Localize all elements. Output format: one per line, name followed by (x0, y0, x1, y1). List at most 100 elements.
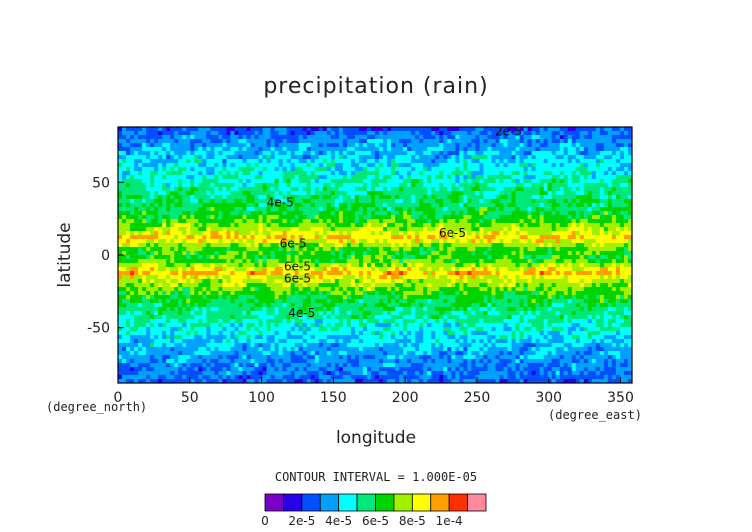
heat-cell (483, 255, 488, 260)
heat-cell (250, 127, 255, 132)
heat-cell (559, 267, 565, 272)
heat-cell (483, 131, 488, 136)
heat-cell (170, 195, 175, 200)
heat-cell (314, 191, 320, 196)
heat-cell (190, 195, 195, 200)
heat-cell (306, 227, 312, 232)
heat-cell (290, 243, 296, 248)
heat-cell (206, 199, 211, 204)
heat-cell (479, 243, 484, 248)
heat-cell (138, 267, 143, 272)
heat-cell (318, 191, 324, 196)
heat-cell (162, 171, 167, 176)
heat-cell (194, 239, 199, 244)
heat-cell (354, 267, 360, 272)
heat-cell (238, 207, 243, 212)
heat-cell (523, 275, 528, 280)
heat-cell (286, 147, 292, 152)
heat-cell (154, 199, 159, 204)
heat-cell (447, 167, 452, 172)
heat-cell (423, 167, 428, 172)
heat-cell (290, 135, 296, 140)
heat-cell (182, 275, 187, 280)
heat-cell (258, 235, 263, 240)
heat-cell (326, 267, 332, 272)
heat-cell (270, 271, 276, 276)
heat-cell (607, 267, 613, 272)
heat-cell (118, 239, 123, 244)
heat-cell (571, 135, 577, 140)
heat-cell (579, 147, 585, 152)
heat-cell (154, 271, 159, 276)
heat-cell (467, 171, 472, 176)
heat-cell (503, 147, 508, 152)
heat-cell (511, 247, 516, 252)
heat-cell (519, 187, 524, 192)
heat-cell (246, 195, 251, 200)
heat-cell (443, 211, 448, 216)
heat-cell (258, 155, 263, 160)
heat-cell (338, 207, 344, 212)
heat-cell (567, 271, 573, 276)
heat-cell (314, 215, 320, 220)
heat-cell (366, 183, 372, 188)
heat-cell (338, 215, 344, 220)
heat-cell (555, 247, 561, 252)
heat-cell (519, 195, 524, 200)
heat-cell (455, 199, 460, 204)
heat-cell (158, 147, 163, 152)
heat-cell (246, 259, 251, 264)
heat-cell (194, 155, 199, 160)
heat-cell (122, 283, 127, 288)
heat-cell (154, 223, 159, 228)
heat-cell (471, 167, 476, 172)
heat-cell (623, 179, 629, 184)
heat-cell (403, 183, 408, 188)
heat-cell (142, 231, 147, 236)
heat-cell (403, 191, 408, 196)
heat-cell (202, 139, 207, 144)
heat-cell (274, 139, 280, 144)
heat-cell (523, 143, 528, 148)
heat-cell (278, 159, 284, 164)
heat-cell (218, 191, 223, 196)
heat-cell (358, 167, 364, 172)
heat-cell (254, 239, 259, 244)
heat-cell (162, 155, 167, 160)
heat-cell (290, 231, 296, 236)
heat-cell (366, 147, 372, 152)
heat-cell (154, 195, 159, 200)
heat-cell (210, 179, 215, 184)
heat-cell (467, 127, 472, 132)
heat-cell (234, 247, 239, 252)
heat-cell (407, 211, 412, 216)
heat-cell (475, 279, 480, 284)
heat-cell (403, 207, 408, 212)
heat-cell (298, 227, 304, 232)
heat-cell (326, 231, 332, 236)
heat-cell (358, 163, 364, 168)
heat-cell (483, 187, 488, 192)
heat-cell (407, 179, 412, 184)
heat-cell (234, 207, 239, 212)
heat-cell (575, 183, 581, 188)
heat-cell (214, 219, 219, 224)
heat-cell (603, 263, 609, 268)
heat-cell (370, 247, 376, 252)
heat-cell (607, 179, 613, 184)
heat-cell (519, 183, 524, 188)
heat-cell (503, 151, 508, 156)
heat-cell (495, 235, 500, 240)
heat-cell (375, 207, 380, 212)
heat-cell (479, 247, 484, 252)
heat-cell (242, 151, 247, 156)
heat-cell (611, 235, 617, 240)
heat-cell (491, 131, 496, 136)
heat-cell (419, 267, 424, 272)
heat-cell (467, 143, 472, 148)
heat-cell (370, 155, 376, 160)
heat-cell (587, 167, 593, 172)
heat-cell (519, 211, 524, 216)
heat-cell (499, 155, 504, 160)
heat-cell (286, 143, 292, 148)
